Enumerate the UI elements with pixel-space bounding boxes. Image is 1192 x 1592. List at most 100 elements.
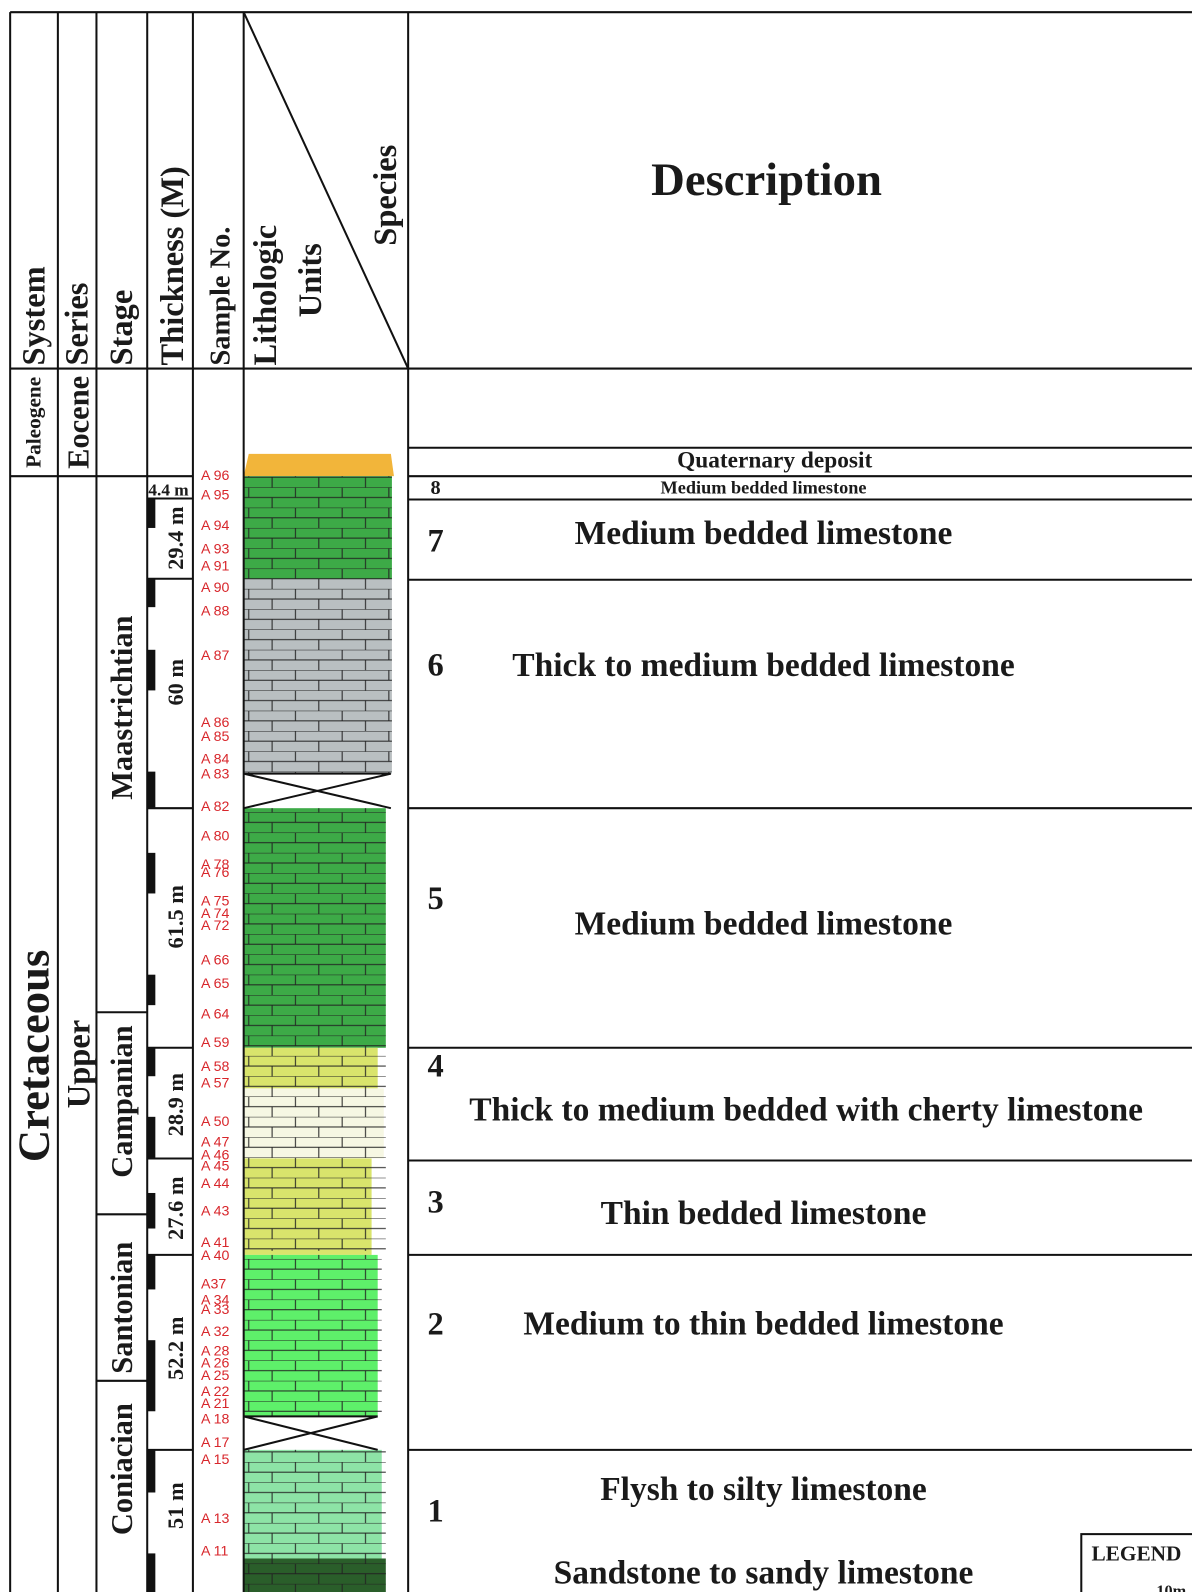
unit-number: 8 <box>430 477 440 499</box>
sample-label: A 80 <box>201 829 230 845</box>
sample-label: A 21 <box>201 1396 230 1412</box>
sample-label: A 90 <box>201 580 230 596</box>
scale-segment <box>147 498 156 528</box>
header: Lithologic <box>248 225 284 366</box>
sample-label: A 75 <box>201 894 230 910</box>
scale-segment <box>147 649 156 691</box>
sample-label: A 43 <box>201 1203 230 1219</box>
sample-label: A 76 <box>201 865 230 881</box>
sample-label: A 57 <box>201 1075 230 1091</box>
unit-number: 3 <box>427 1185 443 1221</box>
scale-segment <box>147 578 156 608</box>
sample-label: A 82 <box>201 799 230 815</box>
unit-number: 5 <box>427 881 443 917</box>
scale-segment <box>147 1553 156 1592</box>
sample-label: A 15 <box>201 1452 230 1468</box>
unit-description: Thin bedded limestone <box>601 1195 927 1232</box>
thickness: 51 m <box>163 1482 188 1529</box>
sample-label: A 18 <box>201 1411 230 1427</box>
sample-label: A 83 <box>201 767 230 783</box>
stage: Santonian <box>105 1242 139 1374</box>
scale-segment <box>147 852 156 894</box>
scale-segment <box>147 771 156 809</box>
series: Eocene <box>61 376 95 469</box>
thickness: 61.5 m <box>163 885 188 949</box>
sample-label: A 44 <box>201 1176 230 1192</box>
scale-segment <box>147 1449 156 1493</box>
sample-label: A 34 <box>201 1293 230 1309</box>
sample-label: A 91 <box>201 559 230 575</box>
sample-label: A 26 <box>201 1356 230 1372</box>
header: Description <box>651 154 882 206</box>
sample-label: A 64 <box>201 1006 230 1022</box>
sample-label: A 66 <box>201 953 230 969</box>
grid-lines <box>9 11 1192 1592</box>
diagram: System Series Stage Thickness (M) Sample… <box>9 11 1192 1592</box>
sample-label: A 32 <box>201 1324 230 1340</box>
thickness: 4.4 m <box>148 480 189 499</box>
sample-label: A 72 <box>201 918 230 934</box>
sample-label: A 84 <box>201 752 230 768</box>
header: Series <box>59 283 95 366</box>
sample-label: A 86 <box>201 715 230 731</box>
legend-title: LEGEND <box>1091 1542 1181 1566</box>
scale-bar <box>147 498 156 1592</box>
scale-segment <box>147 1116 156 1159</box>
sample-label: A 87 <box>201 648 230 664</box>
sample-label: A 74 <box>201 906 230 922</box>
unit-description: Sandstone to sandy limestone <box>554 1554 974 1591</box>
sample-label: A 85 <box>201 729 230 745</box>
header: Species <box>368 145 404 246</box>
sample-label: A 94 <box>201 518 230 534</box>
sample-label: A 88 <box>201 603 230 619</box>
header: Units <box>293 243 329 317</box>
scale-segment <box>147 1047 156 1077</box>
thickness: 27.6 m <box>163 1176 188 1240</box>
unit-number: 7 <box>427 524 443 560</box>
sample-label: A 65 <box>201 976 230 992</box>
legend-box <box>1080 1533 1192 1592</box>
unit-description: Medium bedded limestone <box>575 906 953 943</box>
unit-description: Flysh to silty limestone <box>600 1471 927 1508</box>
scale-segment <box>147 1340 156 1412</box>
sample-label: A 96 <box>201 468 230 484</box>
series: Upper <box>61 1020 97 1108</box>
stage: Coniacian <box>105 1403 139 1535</box>
sample-label: A37 <box>201 1276 226 1292</box>
sample-label: A 47 <box>201 1134 230 1150</box>
stage: Campanian <box>105 1025 139 1177</box>
thickness: 28.9 m <box>163 1073 188 1137</box>
unit-number: 6 <box>427 648 443 684</box>
legend-scale: 10m <box>1156 1582 1186 1592</box>
header: Sample No. <box>205 227 236 366</box>
sample-label: A 46 <box>201 1147 230 1163</box>
unit-number: 4 <box>427 1049 443 1085</box>
unit-number: 2 <box>427 1306 443 1342</box>
unit-description: Medium bedded limestone <box>661 478 867 498</box>
sample-label: A 33 <box>201 1302 230 1318</box>
sample-label: A 41 <box>201 1235 230 1251</box>
thickness: 29.4 m <box>163 506 188 570</box>
scale-segment <box>147 1254 156 1290</box>
system: Cretaceous <box>9 950 59 1162</box>
unit-description: Medium bedded limestone <box>575 515 953 552</box>
scale-segment <box>147 974 156 1006</box>
sample-label: A 13 <box>201 1511 230 1527</box>
header: Stage <box>104 290 140 366</box>
unit-description: Thick to medium bedded limestone <box>512 647 1015 684</box>
unit-description: Medium to thin bedded limestone <box>523 1306 1003 1343</box>
sample-label: A 22 <box>201 1384 230 1400</box>
scale-segment <box>147 1192 156 1229</box>
sample-label: A 25 <box>201 1368 230 1384</box>
sample-label: A 78 <box>201 857 230 873</box>
lithology <box>243 453 394 1592</box>
sample-label: A 11 <box>201 1543 228 1559</box>
system: Paleogene <box>22 377 46 468</box>
sample-label: A 93 <box>201 541 230 557</box>
unit-number: 1 <box>427 1493 443 1529</box>
thickness: 60 m <box>163 659 188 706</box>
quaternary: Quaternary deposit <box>677 447 872 473</box>
sample-label: A 50 <box>201 1114 230 1130</box>
stage: Maastrichtian <box>105 615 139 799</box>
